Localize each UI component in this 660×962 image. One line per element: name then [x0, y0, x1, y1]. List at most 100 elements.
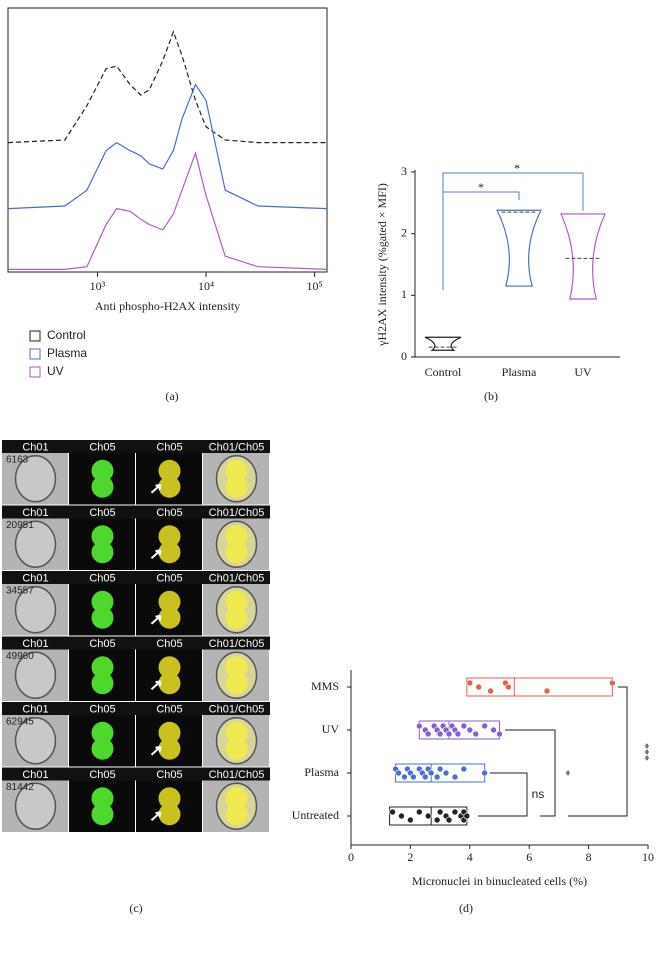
density-line	[7, 83, 328, 210]
plot-frame	[7, 7, 328, 273]
x-tick-label: 4	[467, 850, 473, 864]
arrow	[150, 614, 162, 625]
legend-label: Control	[47, 328, 86, 342]
data-point	[416, 808, 423, 816]
data-point	[433, 816, 441, 824]
image-header-label: Ch05	[89, 441, 115, 453]
legend-swatch	[29, 366, 41, 378]
y-tick-label: UV	[322, 722, 340, 736]
y-tick-label: Untreated	[292, 808, 339, 822]
nucleus	[225, 606, 248, 629]
cell-id: 49960	[6, 651, 34, 662]
x-tick-label: 6	[526, 850, 532, 864]
image-header	[203, 636, 270, 650]
nucleus	[158, 475, 181, 498]
data-point	[481, 769, 488, 777]
significance-bracket	[443, 191, 520, 200]
nucleus	[91, 787, 114, 810]
x-tick-label: 10⁵	[307, 279, 323, 293]
nucleus	[91, 525, 114, 548]
box	[466, 677, 613, 697]
image-header-label: Ch05	[156, 441, 182, 453]
nucleus	[91, 541, 114, 564]
violin	[560, 213, 606, 300]
data-point	[543, 687, 551, 695]
density-line	[7, 30, 327, 144]
image-header	[136, 767, 203, 781]
nucleus	[158, 590, 181, 613]
density-line	[8, 151, 328, 270]
data-point	[436, 808, 444, 816]
data-point	[427, 769, 435, 777]
cell-id: 6163	[6, 455, 29, 466]
x-tick-label: Control	[425, 365, 462, 379]
image-header-label: Ch01	[22, 572, 48, 584]
cell-id: 34557	[6, 586, 34, 597]
image-header	[136, 702, 203, 715]
image-header-label: Ch05	[89, 769, 115, 781]
data-point	[460, 722, 468, 730]
arrow	[150, 680, 162, 690]
nucleus	[158, 787, 181, 810]
significance-label: *	[559, 770, 573, 776]
significance-label: ns	[532, 787, 545, 801]
data-point	[424, 812, 432, 820]
panel-label: (d)	[459, 901, 473, 915]
image-header	[203, 505, 270, 519]
data-point	[460, 765, 468, 773]
image-header-label: Ch01/Ch05	[209, 572, 265, 584]
data-point	[451, 808, 459, 816]
data-point	[421, 773, 429, 781]
image-header-label: Ch01	[22, 703, 48, 715]
nucleus	[91, 656, 114, 679]
data-point	[505, 683, 512, 691]
data-point	[410, 773, 417, 781]
y-tick-label: 0	[401, 349, 407, 363]
image-header	[136, 505, 203, 519]
image-header	[69, 767, 136, 781]
x-tick-label: 8	[586, 850, 592, 864]
image-header-label: Ch05	[156, 638, 182, 650]
cell-outline	[14, 782, 57, 830]
nucleus	[225, 590, 248, 613]
data-point	[389, 808, 396, 816]
nucleus	[91, 459, 114, 482]
data-point	[463, 812, 471, 820]
y-tick-label: Plasma	[304, 765, 339, 779]
data-point	[436, 765, 444, 773]
image-header	[69, 702, 136, 715]
nucleus	[91, 475, 114, 498]
image-header	[69, 440, 136, 453]
image-header	[2, 767, 69, 781]
image-header-label: Ch05	[156, 769, 182, 781]
data-point	[445, 816, 453, 824]
legend-label: UV	[47, 364, 64, 378]
x-axis-label: Micronuclei in binucleated cells (%)	[412, 874, 587, 888]
data-point	[487, 687, 494, 695]
image-header	[203, 440, 270, 453]
nucleus	[225, 525, 248, 548]
significance-bracket	[505, 729, 556, 817]
image-header-label: Ch05	[156, 703, 182, 715]
legend-label: Plasma	[47, 346, 87, 360]
legend-swatch	[29, 330, 41, 342]
nucleus	[91, 672, 114, 695]
image-header-label: Ch01/Ch05	[209, 703, 265, 715]
nucleus	[225, 459, 248, 482]
x-tick-label: 0	[348, 850, 354, 864]
nucleus	[158, 803, 181, 826]
panel-label: (c)	[129, 901, 142, 915]
image-header	[2, 571, 69, 584]
image-header	[69, 636, 136, 650]
y-tick-label: 2	[401, 225, 407, 239]
x-tick-label: 2	[407, 850, 413, 864]
nucleus	[225, 721, 248, 744]
cell-outline	[14, 651, 57, 699]
violin	[496, 209, 542, 287]
nucleus	[225, 656, 248, 679]
image-header	[2, 702, 69, 715]
image-header-label: Ch05	[89, 572, 115, 584]
data-point	[454, 730, 462, 738]
cell-id: 62945	[6, 717, 34, 728]
image-header	[2, 636, 69, 650]
